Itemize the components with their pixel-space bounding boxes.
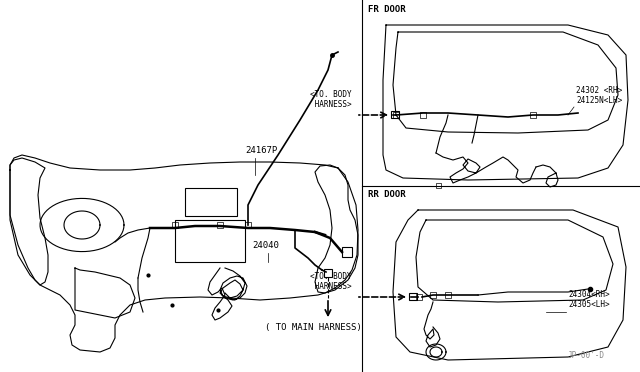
- Bar: [245, 222, 251, 228]
- Text: 24167P: 24167P: [245, 146, 277, 155]
- Bar: [391, 111, 399, 118]
- Text: RR DOOR: RR DOOR: [368, 190, 406, 199]
- Text: 24304<RH>
24305<LH>: 24304<RH> 24305<LH>: [568, 289, 610, 309]
- Bar: [342, 247, 352, 257]
- Text: FR DOOR: FR DOOR: [368, 5, 406, 14]
- Bar: [172, 222, 178, 228]
- Bar: [409, 293, 417, 300]
- Bar: [175, 220, 245, 262]
- Bar: [324, 269, 332, 277]
- Bar: [530, 112, 536, 118]
- Bar: [185, 188, 237, 216]
- Bar: [430, 292, 436, 298]
- Bar: [217, 222, 223, 228]
- Text: JP-00'-D: JP-00'-D: [568, 351, 605, 360]
- Text: 24040: 24040: [252, 241, 279, 250]
- Bar: [420, 112, 426, 118]
- Bar: [436, 183, 441, 188]
- Text: <TO. BODY
 HARNESS>: <TO. BODY HARNESS>: [310, 272, 351, 291]
- Bar: [445, 292, 451, 298]
- Bar: [416, 294, 422, 300]
- Text: ( TO MAIN HARNESS): ( TO MAIN HARNESS): [265, 323, 362, 332]
- Bar: [393, 112, 399, 118]
- Text: 24302 <RH>
24125N<LH>: 24302 <RH> 24125N<LH>: [576, 86, 622, 105]
- Text: <TO. BODY
 HARNESS>: <TO. BODY HARNESS>: [310, 90, 351, 109]
